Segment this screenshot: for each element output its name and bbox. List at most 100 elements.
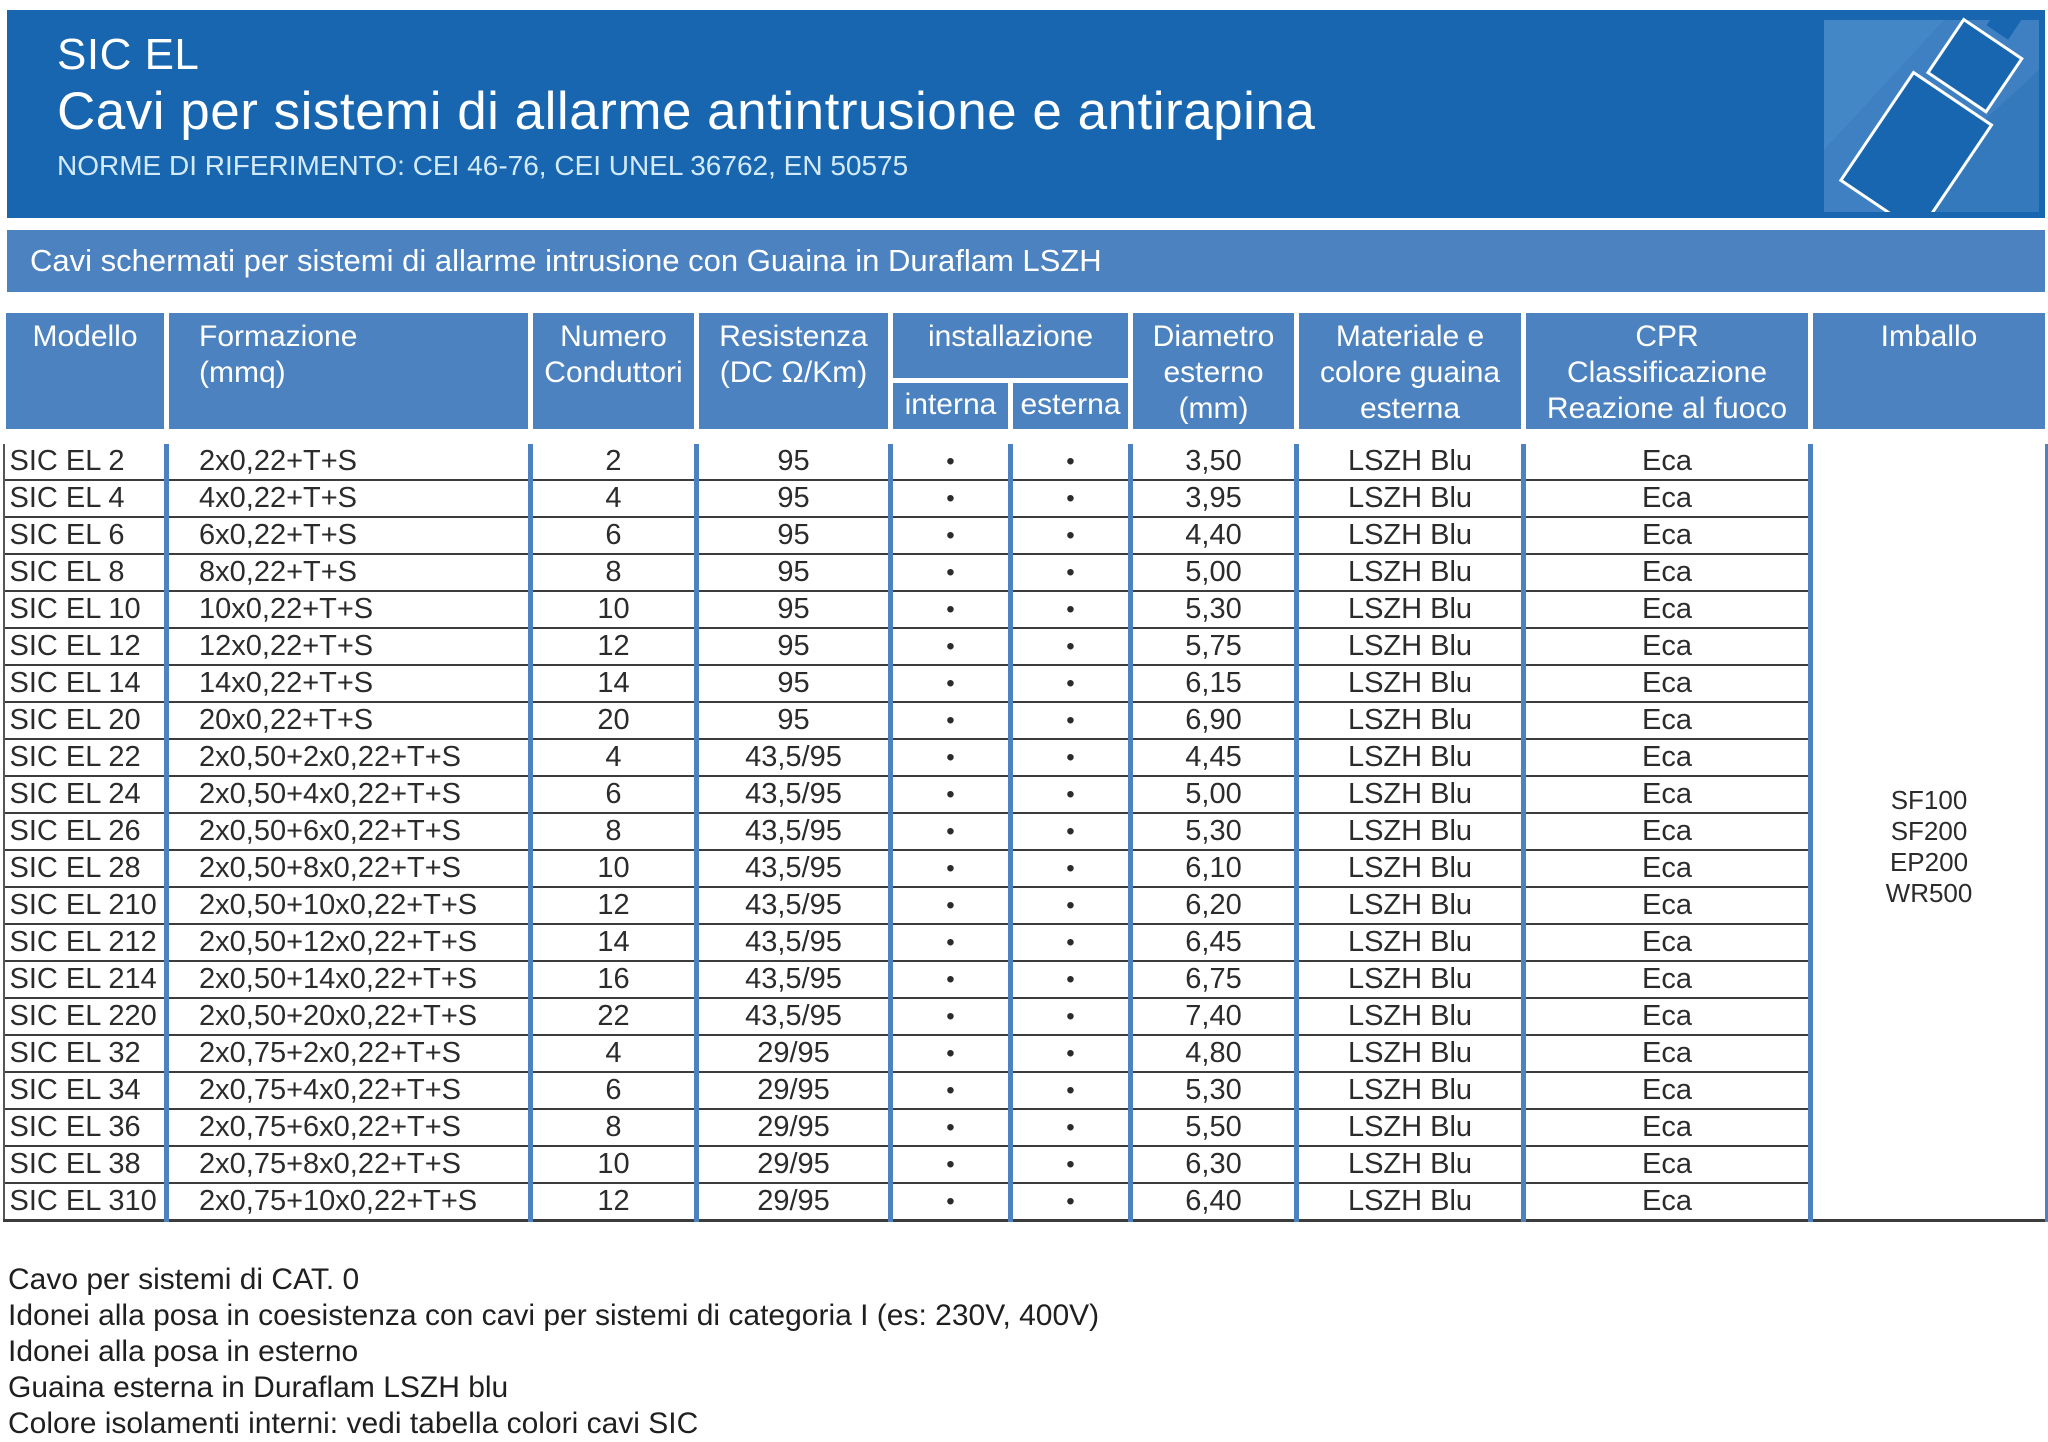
sheath-cell: LSZH Blu — [1296, 812, 1527, 850]
model-cell: SIC EL 310 — [2, 1182, 169, 1222]
installation-interna-dot: • — [890, 923, 1013, 961]
sheath-cell: LSZH Blu — [1296, 701, 1527, 739]
diameter-cell: 4,40 — [1130, 516, 1300, 554]
conductors-cell: 10 — [530, 1145, 699, 1183]
installation-interna-dot: • — [890, 812, 1013, 850]
resistance-cell: 29/95 — [696, 1145, 893, 1183]
conductors-cell: 6 — [530, 1071, 699, 1109]
table-row: SIC EL 10 10x0,22+T+S 10 95 • • 5,30 LSZ… — [2, 590, 2048, 628]
sheath-cell: LSZH Blu — [1296, 627, 1527, 665]
resistance-cell: 95 — [696, 701, 893, 739]
resistance-cell: 43,5/95 — [696, 923, 893, 961]
table-row: SIC EL 22 2x0,50+2x0,22+T+S 4 43,5/95 • … — [2, 738, 2048, 776]
resistance-cell: 29/95 — [696, 1071, 893, 1109]
installation-esterna-dot: • — [1010, 627, 1134, 665]
imballo-code: SF200 — [1890, 815, 1968, 846]
table-row: SIC EL 24 2x0,50+4x0,22+T+S 6 43,5/95 • … — [2, 775, 2048, 813]
col-header-numero-conduttori: Numero Conduttori — [528, 308, 699, 444]
resistance-cell: 95 — [696, 516, 893, 554]
model-cell: SIC EL 24 — [2, 775, 169, 813]
conductors-cell: 6 — [530, 516, 699, 554]
installation-esterna-dot: • — [1010, 590, 1134, 628]
resistance-cell: 95 — [696, 479, 893, 517]
conductors-cell: 8 — [530, 812, 699, 850]
sheath-cell: LSZH Blu — [1296, 849, 1527, 887]
installation-interna-dot: • — [890, 775, 1013, 813]
table-row: SIC EL 26 2x0,50+6x0,22+T+S 8 43,5/95 • … — [2, 812, 2048, 850]
table-row: SIC EL 12 12x0,22+T+S 12 95 • • 5,75 LSZ… — [2, 627, 2048, 665]
diameter-cell: 4,45 — [1130, 738, 1300, 776]
diameter-cell: 5,00 — [1130, 775, 1300, 813]
diameter-cell: 6,20 — [1130, 886, 1300, 924]
cpr-cell: Eca — [1523, 1145, 1814, 1183]
model-cell: SIC EL 6 — [2, 516, 169, 554]
table-row: SIC EL 210 2x0,50+10x0,22+T+S 12 43,5/95… — [2, 886, 2048, 924]
table-row: SIC EL 8 8x0,22+T+S 8 95 • • 5,00 LSZH B… — [2, 553, 2048, 591]
col-header-esterna: esterna — [1007, 377, 1134, 445]
model-cell: SIC EL 214 — [2, 960, 169, 998]
conductors-cell: 6 — [530, 775, 699, 813]
formation-cell: 2x0,50+20x0,22+T+S — [166, 997, 533, 1035]
resistance-cell: 95 — [696, 627, 893, 665]
formation-cell: 2x0,75+4x0,22+T+S — [166, 1071, 533, 1109]
page-title: Cavi per sistemi di allarme antintrusion… — [57, 81, 1316, 141]
table-row: SIC EL 36 2x0,75+6x0,22+T+S 8 29/95 • • … — [2, 1108, 2048, 1146]
model-cell: SIC EL 2 — [2, 436, 169, 480]
cpr-cell: Eca — [1523, 479, 1814, 517]
model-cell: SIC EL 220 — [2, 997, 169, 1035]
formation-cell: 2x0,75+8x0,22+T+S — [166, 1145, 533, 1183]
cpr-cell: Eca — [1523, 997, 1814, 1035]
cpr-cell: Eca — [1523, 664, 1814, 702]
sheath-cell: LSZH Blu — [1296, 923, 1527, 961]
installation-interna-dot: • — [890, 701, 1013, 739]
cpr-cell: Eca — [1523, 923, 1814, 961]
imballo-code: SF100 — [1890, 784, 1968, 815]
installation-interna-dot: • — [890, 627, 1013, 665]
diameter-cell: 6,15 — [1130, 664, 1300, 702]
diameter-cell: 5,30 — [1130, 590, 1300, 628]
formation-cell: 2x0,50+10x0,22+T+S — [166, 886, 533, 924]
resistance-cell: 43,5/95 — [696, 960, 893, 998]
section-banner: Cavi schermati per sistemi di allarme in… — [7, 230, 2045, 292]
installation-esterna-dot: • — [1010, 1034, 1134, 1072]
sheath-cell: LSZH Blu — [1296, 1071, 1527, 1109]
diameter-cell: 3,50 — [1130, 436, 1300, 480]
conductors-cell: 4 — [530, 738, 699, 776]
table-row: SIC EL 38 2x0,75+8x0,22+T+S 10 29/95 • •… — [2, 1145, 2048, 1183]
installation-interna-dot: • — [890, 436, 1013, 480]
sheath-cell: LSZH Blu — [1296, 1034, 1527, 1072]
conductors-cell: 4 — [530, 479, 699, 517]
spec-table: Modello Formazione (mmq) Numero Condutto… — [1, 308, 2048, 1222]
resistance-cell: 29/95 — [696, 1182, 893, 1222]
cpr-cell: Eca — [1523, 812, 1814, 850]
diameter-cell: 5,30 — [1130, 812, 1300, 850]
installation-esterna-dot: • — [1010, 960, 1134, 998]
conductors-cell: 20 — [530, 701, 699, 739]
formation-cell: 8x0,22+T+S — [166, 553, 533, 591]
installation-esterna-dot: • — [1010, 701, 1134, 739]
cpr-cell: Eca — [1523, 1182, 1814, 1222]
sheath-cell: LSZH Blu — [1296, 775, 1527, 813]
resistance-cell: 29/95 — [696, 1034, 893, 1072]
table-row: SIC EL 2 2x0,22+T+S 2 95 • • 3,50 LSZH B… — [2, 436, 2048, 1222]
installation-esterna-dot: • — [1010, 664, 1134, 702]
diameter-cell: 5,30 — [1130, 1071, 1300, 1109]
note-line: Cavo per sistemi di CAT. 0 — [8, 1263, 360, 1296]
conductors-cell: 12 — [530, 627, 699, 665]
sheath-cell: LSZH Blu — [1296, 479, 1527, 517]
diameter-cell: 5,75 — [1130, 627, 1300, 665]
installation-interna-dot: • — [890, 590, 1013, 628]
diameter-cell: 4,80 — [1130, 1034, 1300, 1072]
installation-interna-dot: • — [890, 1145, 1013, 1183]
model-cell: SIC EL 34 — [2, 1071, 169, 1109]
cpr-cell: Eca — [1523, 960, 1814, 998]
formation-cell: 6x0,22+T+S — [166, 516, 533, 554]
model-cell: SIC EL 22 — [2, 738, 169, 776]
model-cell: SIC EL 10 — [2, 590, 169, 628]
installation-interna-dot: • — [890, 479, 1013, 517]
installation-esterna-dot: • — [1010, 849, 1134, 887]
model-cell: SIC EL 32 — [2, 1034, 169, 1072]
table-row: SIC EL 28 2x0,50+8x0,22+T+S 10 43,5/95 •… — [2, 849, 2048, 887]
installation-interna-dot: • — [890, 516, 1013, 554]
model-cell: SIC EL 38 — [2, 1145, 169, 1183]
